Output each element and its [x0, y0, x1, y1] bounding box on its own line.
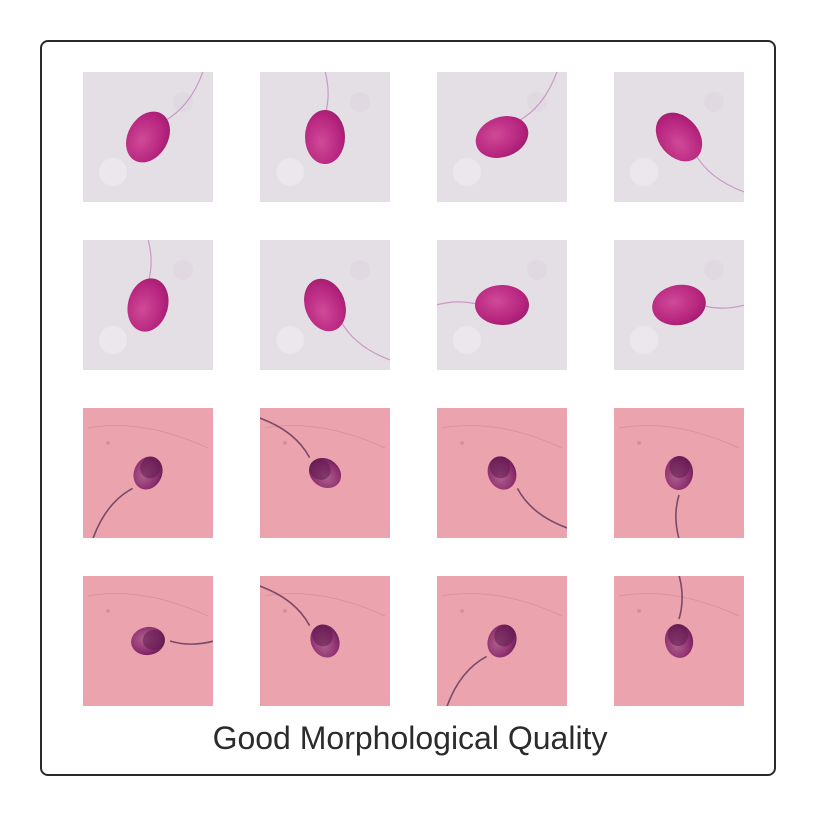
sperm-micrograph-tile	[614, 240, 744, 370]
sperm-micrograph-tile	[260, 408, 390, 538]
sperm-micrograph-tile	[437, 408, 567, 538]
sperm-micrograph-tile	[260, 576, 390, 706]
sperm-micrograph-tile	[260, 240, 390, 370]
sperm-micrograph-tile	[614, 576, 744, 706]
sperm-micrograph-tile	[83, 408, 213, 538]
sperm-micrograph-tile	[437, 72, 567, 202]
sperm-micrograph-tile	[260, 72, 390, 202]
sperm-micrograph-tile	[437, 576, 567, 706]
sperm-micrograph-tile	[614, 408, 744, 538]
figure-caption: Good Morphological Quality	[212, 720, 608, 756]
sperm-micrograph-tile	[437, 240, 567, 370]
sperm-micrograph-tile	[83, 72, 213, 202]
sperm-micrograph-tile	[83, 576, 213, 706]
sperm-micrograph-tile	[614, 72, 744, 202]
sperm-micrograph-tile	[83, 240, 213, 370]
